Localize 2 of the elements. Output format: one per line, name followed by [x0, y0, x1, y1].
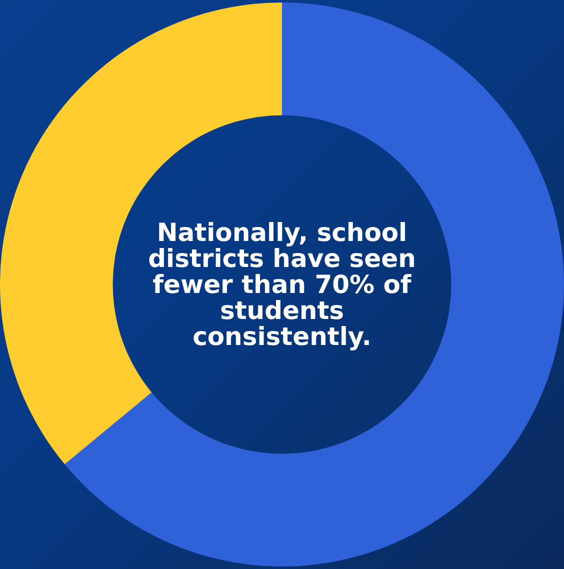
- donut-slice: [64, 2, 564, 566]
- text: Nationally, school districts have seen fewer than 70% of students consistently.: [147, 218, 417, 350]
